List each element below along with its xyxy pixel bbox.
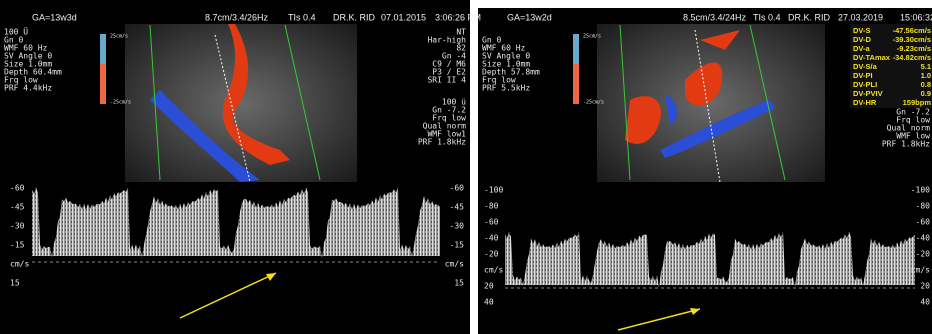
setting: PRF 1.8kHz (882, 140, 930, 149)
measurement-value: -39.30cm/s (893, 35, 931, 44)
setting: PRF 5.5kHz (482, 84, 530, 93)
color-scale-label: -25cm/s (110, 100, 131, 106)
header-text: 15:06:32 (900, 12, 932, 22)
measurement-value: 159bpm (903, 98, 932, 107)
header-text: GA=13w3d (32, 12, 77, 22)
header-text: DR.K. RID (333, 12, 376, 22)
scale-label: -40 (484, 234, 499, 243)
measurement-name: DV-a (853, 44, 871, 53)
scale-label: -80 (484, 202, 499, 211)
scale-label: -60 (484, 218, 499, 227)
scale-label: 20 (484, 282, 494, 291)
measurement-name: DV-PVIV (853, 89, 883, 98)
measurement-value: 0.8 (921, 80, 931, 89)
measurement-value: -9.23cm/s (897, 44, 931, 53)
measurement-value: -47.56cm/s (893, 26, 931, 35)
measurement-name: DV-PLI (853, 80, 877, 89)
color-scale-label: -25cm/s (583, 100, 604, 106)
header-text: TIs 0.4 (288, 12, 316, 22)
left-color-bar (100, 64, 106, 104)
scale-label: -40 (916, 234, 931, 243)
scale-label: -60 (916, 218, 931, 227)
setting: PRF 1.8kHz (418, 138, 466, 147)
scale-label: 40 (920, 298, 930, 307)
scale-label: 15 (454, 279, 464, 288)
setting: PRF 4.4kHz (4, 84, 52, 93)
header-text: 07.01.2015 (381, 12, 426, 22)
measurement-name: DV-S/a (853, 62, 878, 71)
left-color-bar (100, 34, 106, 64)
measurement-name: DV-TAmax (853, 53, 891, 62)
scale-label: -15 (450, 241, 465, 250)
scale-label: -20 (484, 250, 499, 259)
scale-label: cm/s (911, 266, 930, 275)
scale-label: 20 (920, 282, 930, 291)
scale-label: -80 (916, 202, 931, 211)
color-scale-label: 25cm/s (583, 34, 601, 40)
scale-label: -45 (10, 203, 25, 212)
scale-label: 15 (10, 279, 20, 288)
scale-label: cm/s (445, 260, 464, 269)
scale-label: cm/s (10, 260, 29, 269)
scale-label: 40 (484, 298, 494, 307)
scale-label: -15 (10, 241, 25, 250)
header-text: 3:06:26 PM (435, 12, 481, 22)
scale-label: -60 (10, 184, 25, 193)
scale-label: -45 (450, 203, 465, 212)
measurement-name: DV-D (853, 35, 872, 44)
scale-label: -100 (911, 186, 930, 195)
header-text: 8.5cm/3.4/24Hz (683, 12, 747, 22)
header-text: 27.03.2019 (838, 12, 883, 22)
scale-label: -30 (10, 222, 25, 231)
screenshot: GA=13w3d 8.7cm/3.4/26Hz TIs 0.4 DR.K. RID 07… (0, 0, 932, 334)
scale-label: -60 (450, 184, 465, 193)
scale-label: -100 (484, 186, 503, 195)
setting: SRI II 4 (427, 76, 466, 85)
scale-label: -20 (916, 250, 931, 259)
measurement-value: 1.0 (921, 71, 931, 80)
header-text: GA=13w2d (507, 12, 552, 22)
measurement-value: 5.1 (921, 62, 931, 71)
measurement-name: DV-S (853, 26, 871, 35)
measurement-name: DV-PI (853, 71, 873, 80)
color-scale-label: 25cm/s (110, 34, 128, 40)
measurement-name: DV-HR (853, 98, 877, 107)
measurement-value: -34.82cm/s (893, 53, 931, 62)
right-color-bar (573, 64, 579, 104)
scale-label: cm/s (484, 266, 503, 275)
header-text: 8.7cm/3.4/26Hz (205, 12, 269, 22)
header-text: TIs 0.4 (753, 12, 781, 22)
header-text: DR.K. RID (788, 12, 831, 22)
right-color-bar (573, 34, 579, 64)
scale-label: -30 (450, 222, 465, 231)
measurement-value: 0.9 (921, 89, 931, 98)
